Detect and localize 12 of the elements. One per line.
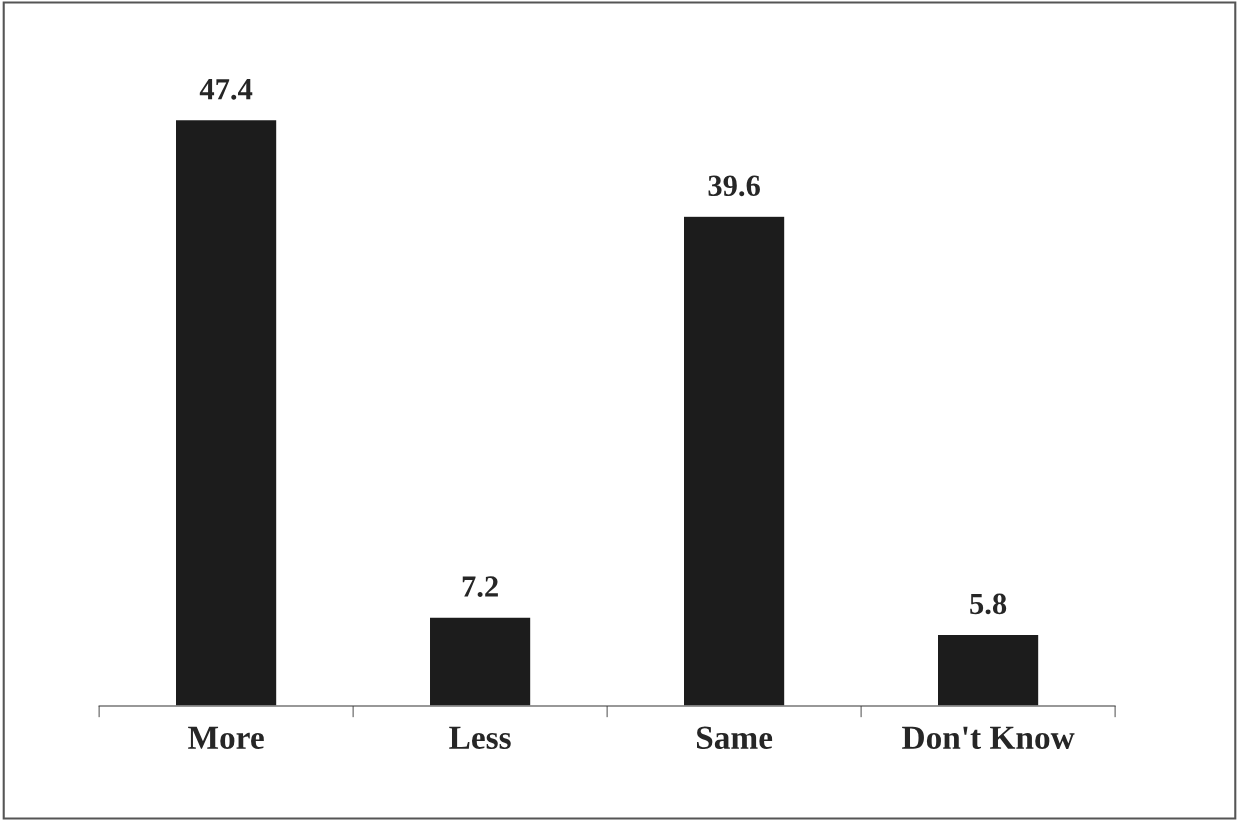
bar <box>682 215 786 707</box>
data-label: 39.6 <box>708 175 760 197</box>
x-tick-label: Don't Know <box>902 726 1075 749</box>
data-label: 47.4 <box>199 79 253 100</box>
data-label: 7.2 <box>462 576 498 598</box>
bar <box>936 633 1040 707</box>
bar <box>174 118 278 707</box>
x-tick-label: More <box>188 726 264 749</box>
data-label: 5.8 <box>970 593 1007 615</box>
x-tick-label: Less <box>449 726 511 749</box>
bar <box>428 616 532 707</box>
x-tick-label: Same <box>697 726 773 749</box>
